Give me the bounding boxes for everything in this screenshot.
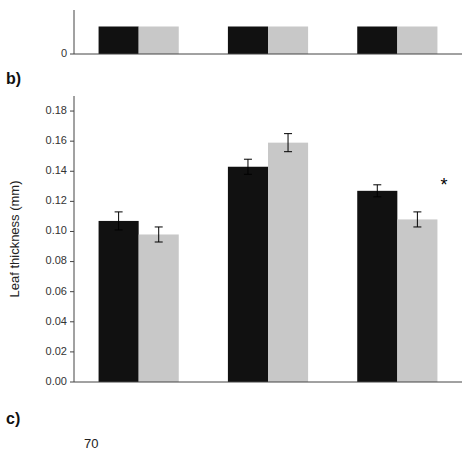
y-tick-label: 0: [61, 47, 67, 59]
y-tick: [70, 111, 74, 112]
y-tick: [70, 291, 74, 292]
error-cap: [244, 174, 252, 175]
error-cap: [284, 133, 292, 134]
y-tick-label: 0.00: [46, 375, 67, 387]
significance-star: *: [440, 175, 447, 195]
y-tick-label: 0.08: [46, 254, 67, 266]
y-tick: [70, 231, 74, 232]
bar: [228, 27, 268, 55]
y-tick: [70, 261, 74, 262]
y-tick-label: 0.02: [46, 345, 67, 357]
error-cap: [284, 151, 292, 152]
chart-container: 0 0.00 0.02 0.04 0.06 0.08 0.10 0.12 0.14 0.16 0.1…: [0, 0, 474, 474]
bar: [397, 27, 437, 55]
bar: [268, 143, 308, 382]
y-tick: [70, 321, 74, 322]
bar: [357, 27, 397, 55]
error-line: [417, 212, 418, 227]
panel-label: c): [6, 410, 20, 427]
error-line: [118, 212, 119, 230]
y-tick: [70, 351, 74, 352]
chart-svg: 0 0.00 0.02 0.04 0.06 0.08 0.10 0.12 0.14 0.16 0.1…: [0, 0, 474, 474]
bar: [99, 221, 139, 382]
bar: [397, 219, 437, 382]
error-line: [288, 134, 289, 152]
error-cap: [373, 196, 381, 197]
error-cap: [413, 211, 421, 212]
y-axis-label: Leaf thickness (mm): [7, 180, 22, 297]
y-tick: [70, 141, 74, 142]
y-tick-label: 0.14: [46, 164, 67, 176]
error-cap: [373, 184, 381, 185]
marks: [99, 27, 438, 55]
error-bar: [244, 159, 252, 174]
y-tick: [70, 201, 74, 202]
y-tick-label: 0.04: [46, 315, 67, 327]
y-axis-line: [74, 96, 75, 382]
error-line: [247, 159, 248, 174]
error-cap: [115, 229, 123, 230]
bar: [228, 167, 268, 382]
y-tick-label: 0.12: [46, 194, 67, 206]
bar: [139, 234, 179, 382]
y-tick-label: 0.16: [46, 134, 67, 146]
y-tick-label: 0.10: [46, 224, 67, 236]
bar: [357, 191, 397, 382]
error-bar: [115, 212, 123, 230]
error-cap: [155, 226, 163, 227]
y-tick: [70, 382, 74, 383]
bar: [268, 27, 308, 55]
bar: [99, 27, 139, 55]
error-cap: [155, 242, 163, 243]
error-line: [377, 185, 378, 197]
error-bar: [155, 227, 163, 242]
y-tick-label: 0.06: [46, 285, 67, 297]
y-axis-line: [74, 10, 75, 54]
marks: [99, 134, 438, 382]
error-cap: [244, 159, 252, 160]
error-line: [158, 227, 159, 242]
error-cap: [413, 226, 421, 227]
panel: 0: [61, 10, 462, 59]
error-bar: [413, 212, 421, 227]
panel: 0.00 0.02 0.04 0.06 0.08 0.10 0.12 0.14 0.16 0.18…: [6, 70, 462, 451]
error-bar: [373, 185, 381, 197]
bar: [139, 27, 179, 55]
error-bar: [284, 134, 292, 152]
y-tick: [70, 54, 74, 55]
annotation: 70: [84, 436, 98, 451]
y-tick-label: 0.18: [46, 104, 67, 116]
x-axis-line: [74, 382, 462, 383]
y-tick: [70, 171, 74, 172]
panel-label: b): [6, 70, 21, 87]
x-axis-line: [74, 54, 462, 55]
error-cap: [115, 211, 123, 212]
